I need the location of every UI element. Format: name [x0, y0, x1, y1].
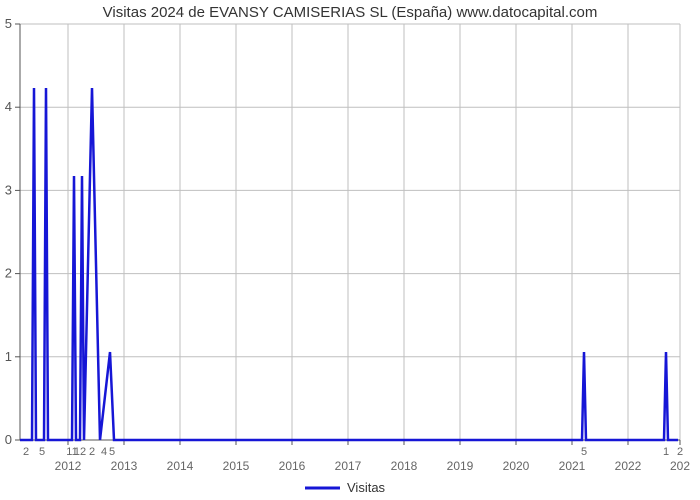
- x-sub-labels: 251112245512: [23, 446, 683, 458]
- y-tick-label: 2: [5, 266, 12, 281]
- x-year-label: 2022: [615, 459, 642, 473]
- y-tick-label: 4: [5, 99, 12, 114]
- x-year-label: 2016: [279, 459, 306, 473]
- x-sub-label: 1: [663, 446, 669, 458]
- x-year-label: 2013: [111, 459, 138, 473]
- chart-title: Visitas 2024 de EVANSY CAMISERIAS SL (Es…: [0, 4, 700, 21]
- legend: Visitas: [305, 480, 386, 495]
- x-sub-label: 12: [74, 446, 86, 458]
- x-year-label: 2020: [503, 459, 530, 473]
- chart-svg: 012345 201220132014201520162017201820192…: [0, 0, 700, 500]
- x-year-label: 202: [670, 459, 690, 473]
- x-sub-label: 2: [89, 446, 95, 458]
- y-tick-label: 0: [5, 432, 12, 447]
- x-year-ticks: 2012201320142015201620172018201920202021…: [55, 24, 691, 473]
- x-sub-label: 5: [39, 446, 45, 458]
- x-year-label: 2019: [447, 459, 474, 473]
- x-sub-label: 5: [581, 446, 587, 458]
- visitas-line: [20, 88, 678, 440]
- x-year-label: 2012: [55, 459, 82, 473]
- x-sub-label: 2: [23, 446, 29, 458]
- legend-label: Visitas: [347, 480, 386, 495]
- y-tick-label: 3: [5, 182, 12, 197]
- x-sub-label: 2: [677, 446, 683, 458]
- y-tick-label: 1: [5, 349, 12, 364]
- x-year-label: 2017: [335, 459, 362, 473]
- x-sub-label: 5: [109, 446, 115, 458]
- x-year-label: 2015: [223, 459, 250, 473]
- x-year-label: 2014: [167, 459, 194, 473]
- x-year-label: 2021: [559, 459, 586, 473]
- x-sub-label: 4: [101, 446, 107, 458]
- x-year-label: 2018: [391, 459, 418, 473]
